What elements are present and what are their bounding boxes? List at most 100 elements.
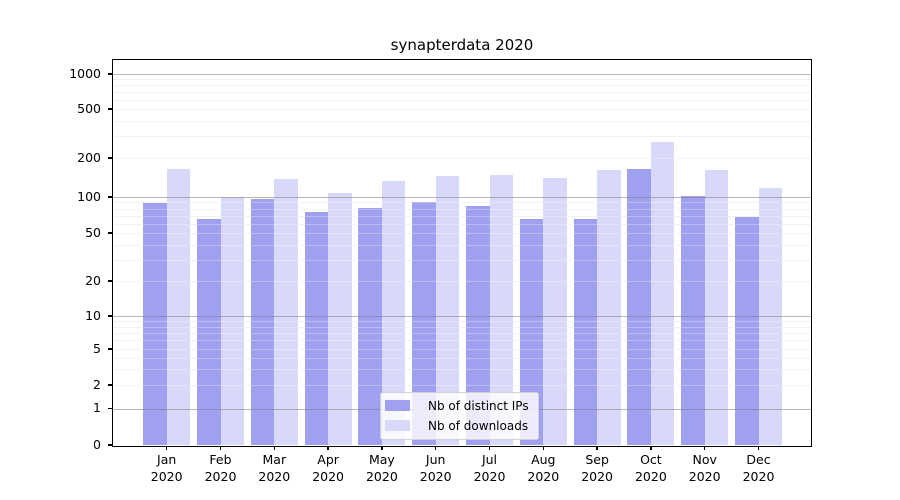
gridline-minor xyxy=(113,120,811,122)
bar-distinct-ips xyxy=(143,203,167,445)
bar-distinct-ips xyxy=(735,217,759,445)
x-tick-label-line: 2020 xyxy=(204,469,237,484)
x-tick-mark xyxy=(757,446,760,450)
x-tick-label-line: 2020 xyxy=(419,469,452,484)
x-tick-mark xyxy=(381,446,383,450)
x-tick-mark xyxy=(166,446,168,450)
x-tick-label-line: 2020 xyxy=(365,469,398,484)
x-tick-mark xyxy=(704,446,706,450)
gridline-minor xyxy=(113,332,811,334)
gridline-minor xyxy=(113,321,811,323)
x-tick-mark xyxy=(596,446,598,450)
gridline-minor xyxy=(113,85,811,87)
x-tick-mark xyxy=(273,446,275,450)
chart-title: synapterdata 2020 xyxy=(390,36,534,54)
x-tick-mark xyxy=(327,446,329,450)
bar-downloads xyxy=(650,141,675,445)
gridline-minor-overlay xyxy=(113,99,811,101)
x-tick-label: May 2020 xyxy=(350,451,414,485)
bar-downloads xyxy=(435,176,460,445)
gridline-minor-overlay xyxy=(113,281,811,282)
y-tick-mark xyxy=(108,348,113,350)
y-tick-mark xyxy=(108,196,113,198)
bar-downloads xyxy=(704,169,729,445)
x-tick-label: Apr 2020 xyxy=(296,451,360,485)
x-tick-label-line: 2020 xyxy=(258,469,291,484)
gridline-minor xyxy=(113,369,811,371)
gridline-minor-overlay xyxy=(113,202,811,204)
bar-downloads xyxy=(489,174,513,445)
x-tick-label-line: 2020 xyxy=(312,469,344,484)
x-tick-label-line: 2020 xyxy=(527,469,560,484)
x-tick-label-line: 2020 xyxy=(473,469,506,484)
gridline-minor xyxy=(113,223,811,225)
gridline-minor-overlay xyxy=(113,233,811,234)
bar-downloads xyxy=(597,169,621,445)
gridline-minor xyxy=(113,259,811,261)
gridline-minor xyxy=(113,385,811,386)
y-tick-label: 50 xyxy=(85,224,101,240)
legend-item: Nb of downloads xyxy=(385,417,529,434)
plot-area xyxy=(113,60,811,445)
x-tick-label-line: 2020 xyxy=(581,469,613,484)
gridline-minor xyxy=(113,357,811,359)
gridline-minor-overlay xyxy=(113,215,811,217)
bar-downloads xyxy=(543,178,567,445)
x-tick-mark xyxy=(488,446,491,450)
gridline-minor-overlay xyxy=(113,385,811,386)
gridline-minor xyxy=(113,79,811,81)
gridline-minor xyxy=(113,233,811,234)
gridline-major xyxy=(113,316,811,318)
gridline-minor xyxy=(113,349,811,350)
y-tick-label: 1000 xyxy=(69,65,101,81)
gridline-minor xyxy=(113,99,811,101)
gridline-minor xyxy=(113,92,811,93)
x-tick-mark xyxy=(650,446,652,450)
x-tick-label: Sep 2020 xyxy=(565,451,629,485)
x-tick-label-line: Feb xyxy=(209,452,232,467)
x-tick-label-line: Oct xyxy=(640,452,662,467)
y-tick-label: 5 xyxy=(93,340,101,356)
gridline-minor-overlay xyxy=(113,340,811,342)
y-tick-mark xyxy=(108,232,113,234)
legend-swatch-distinct-ips xyxy=(385,400,410,411)
y-tick-mark xyxy=(108,108,113,110)
bar-downloads xyxy=(274,179,298,445)
legend-label: Nb of downloads xyxy=(428,418,529,433)
gridline-minor-overlay xyxy=(113,208,811,210)
bar-distinct-ips xyxy=(358,207,382,445)
bar-distinct-ips xyxy=(573,218,598,445)
gridline-minor-overlay xyxy=(113,326,811,328)
x-tick-label-line: Jul xyxy=(481,452,498,467)
y-tick-mark xyxy=(108,384,113,386)
gridline-minor-overlay xyxy=(113,332,811,334)
y-tick-mark xyxy=(108,407,113,410)
x-tick-label-line: Mar xyxy=(262,452,287,467)
x-tick-label-line: Dec xyxy=(746,452,771,467)
bar-distinct-ips xyxy=(466,206,490,445)
y-tick-label: 2 xyxy=(93,376,101,392)
gridline-minor-overlay xyxy=(113,158,811,159)
y-tick-label: 1 xyxy=(93,400,101,415)
x-tick-label-line: Sep xyxy=(585,452,609,467)
gridline-minor-overlay xyxy=(113,223,811,225)
gridline-minor-overlay xyxy=(113,321,811,323)
bar-distinct-ips xyxy=(519,218,544,445)
x-tick-mark xyxy=(542,446,544,450)
x-tick-mark xyxy=(219,446,222,450)
x-tick-label: Feb 2020 xyxy=(189,451,253,485)
x-tick-label: Jan 2020 xyxy=(135,451,199,485)
gridline-minor xyxy=(113,244,811,246)
x-tick-label: Jul 2020 xyxy=(458,451,522,485)
gridline-minor xyxy=(113,215,811,217)
y-tick-label: 10 xyxy=(85,307,101,323)
gridline-minor-overlay xyxy=(113,369,811,371)
bar-downloads xyxy=(220,197,244,445)
x-tick-label-line: May xyxy=(368,452,395,467)
gridline-minor-overlay xyxy=(113,349,811,350)
x-tick-label: Mar 2020 xyxy=(242,451,306,485)
x-tick-label-line: Nov xyxy=(692,452,717,467)
gridline-minor xyxy=(113,340,811,342)
gridline-minor-overlay xyxy=(113,244,811,246)
bar-distinct-ips xyxy=(412,202,436,445)
